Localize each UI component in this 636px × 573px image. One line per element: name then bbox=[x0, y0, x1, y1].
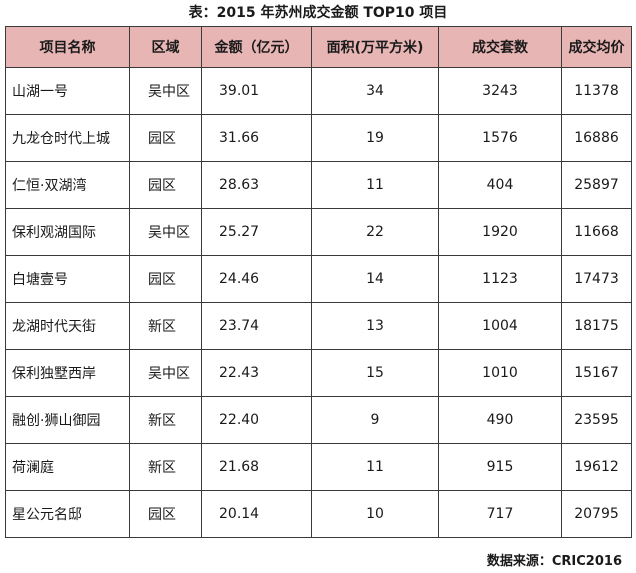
cell-district: 新区 bbox=[129, 302, 202, 350]
cell-project-name: 仁恒·双湖湾 bbox=[5, 161, 130, 209]
cell-amount: 39.01 bbox=[201, 67, 312, 115]
table-title: 表：2015 年苏州成交金额 TOP10 项目 bbox=[188, 5, 448, 21]
table-row: 山湖一号 吴中区 39.01 34 3243 11378 bbox=[5, 67, 632, 115]
column-header-amount: 金额（亿元） bbox=[201, 26, 312, 68]
cell-area: 14 bbox=[311, 255, 439, 303]
cell-avg-price: 11378 bbox=[561, 67, 632, 115]
data-source-note: 数据来源：CRIC2016 bbox=[486, 554, 622, 569]
cell-amount: 23.74 bbox=[201, 302, 312, 350]
cell-units-sold: 490 bbox=[438, 396, 562, 444]
cell-district: 园区 bbox=[129, 114, 202, 162]
column-header-units-sold: 成交套数 bbox=[438, 26, 562, 68]
cell-amount: 21.68 bbox=[201, 443, 312, 491]
cell-avg-price: 18175 bbox=[561, 302, 632, 350]
cell-area: 34 bbox=[311, 67, 439, 115]
cell-avg-price: 15167 bbox=[561, 349, 632, 397]
cell-district: 吴中区 bbox=[129, 208, 202, 256]
top10-table: 项目名称 区域 金额（亿元） 面积(万平方米) 成交套数 成交均价 山湖一号 吴… bbox=[5, 26, 632, 538]
cell-district: 园区 bbox=[129, 161, 202, 209]
cell-district: 园区 bbox=[129, 490, 202, 538]
cell-project-name: 荷澜庭 bbox=[5, 443, 130, 491]
cell-avg-price: 19612 bbox=[561, 443, 632, 491]
cell-units-sold: 717 bbox=[438, 490, 562, 538]
cell-project-name: 白塘壹号 bbox=[5, 255, 130, 303]
cell-amount: 24.46 bbox=[201, 255, 312, 303]
cell-amount: 22.40 bbox=[201, 396, 312, 444]
cell-units-sold: 404 bbox=[438, 161, 562, 209]
cell-units-sold: 1920 bbox=[438, 208, 562, 256]
table-row: 九龙仓时代上城 园区 31.66 19 1576 16886 bbox=[5, 114, 632, 162]
cell-project-name: 九龙仓时代上城 bbox=[5, 114, 130, 162]
header-row: 项目名称 区域 金额（亿元） 面积(万平方米) 成交套数 成交均价 bbox=[5, 26, 632, 68]
cell-amount: 22.43 bbox=[201, 349, 312, 397]
column-header-area: 面积(万平方米) bbox=[311, 26, 439, 68]
cell-avg-price: 11668 bbox=[561, 208, 632, 256]
column-header-avg-price: 成交均价 bbox=[561, 26, 632, 68]
cell-project-name: 融创·狮山御园 bbox=[5, 396, 130, 444]
cell-area: 22 bbox=[311, 208, 439, 256]
cell-amount: 31.66 bbox=[201, 114, 312, 162]
column-header-project-name: 项目名称 bbox=[5, 26, 130, 68]
cell-amount: 28.63 bbox=[201, 161, 312, 209]
cell-district: 新区 bbox=[129, 396, 202, 444]
table-row: 保利独墅西岸 吴中区 22.43 15 1010 15167 bbox=[5, 349, 632, 397]
cell-district: 园区 bbox=[129, 255, 202, 303]
cell-area: 11 bbox=[311, 443, 439, 491]
cell-amount: 25.27 bbox=[201, 208, 312, 256]
cell-units-sold: 1576 bbox=[438, 114, 562, 162]
table-row: 星公元名邸 园区 20.14 10 717 20795 bbox=[5, 490, 632, 538]
table-row: 保利观湖国际 吴中区 25.27 22 1920 11668 bbox=[5, 208, 632, 256]
cell-avg-price: 25897 bbox=[561, 161, 632, 209]
table-row: 荷澜庭 新区 21.68 11 915 19612 bbox=[5, 443, 632, 491]
cell-area: 13 bbox=[311, 302, 439, 350]
column-header-district: 区域 bbox=[129, 26, 202, 68]
cell-area: 11 bbox=[311, 161, 439, 209]
cell-area: 9 bbox=[311, 396, 439, 444]
cell-units-sold: 1123 bbox=[438, 255, 562, 303]
cell-district: 吴中区 bbox=[129, 349, 202, 397]
cell-project-name: 山湖一号 bbox=[5, 67, 130, 115]
table-row: 融创·狮山御园 新区 22.40 9 490 23595 bbox=[5, 396, 632, 444]
cell-avg-price: 16886 bbox=[561, 114, 632, 162]
table-row: 仁恒·双湖湾 园区 28.63 11 404 25897 bbox=[5, 161, 632, 209]
cell-project-name: 保利观湖国际 bbox=[5, 208, 130, 256]
cell-amount: 20.14 bbox=[201, 490, 312, 538]
cell-project-name: 龙湖时代天街 bbox=[5, 302, 130, 350]
cell-units-sold: 915 bbox=[438, 443, 562, 491]
cell-units-sold: 1010 bbox=[438, 349, 562, 397]
table-row: 白塘壹号 园区 24.46 14 1123 17473 bbox=[5, 255, 632, 303]
table-row: 龙湖时代天街 新区 23.74 13 1004 18175 bbox=[5, 302, 632, 350]
cell-area: 15 bbox=[311, 349, 439, 397]
cell-avg-price: 20795 bbox=[561, 490, 632, 538]
cell-units-sold: 1004 bbox=[438, 302, 562, 350]
cell-units-sold: 3243 bbox=[438, 67, 562, 115]
cell-district: 新区 bbox=[129, 443, 202, 491]
cell-avg-price: 23595 bbox=[561, 396, 632, 444]
cell-district: 吴中区 bbox=[129, 67, 202, 115]
cell-area: 10 bbox=[311, 490, 439, 538]
cell-project-name: 星公元名邸 bbox=[5, 490, 130, 538]
cell-avg-price: 17473 bbox=[561, 255, 632, 303]
cell-project-name: 保利独墅西岸 bbox=[5, 349, 130, 397]
cell-area: 19 bbox=[311, 114, 439, 162]
